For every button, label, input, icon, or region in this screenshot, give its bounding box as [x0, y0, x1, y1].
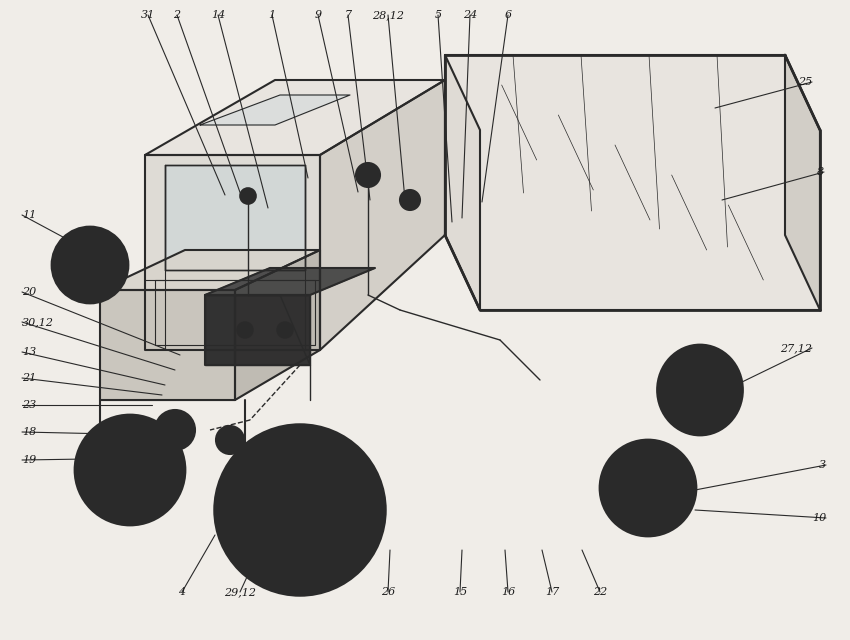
- Text: 9: 9: [314, 10, 321, 20]
- Polygon shape: [205, 295, 310, 365]
- Circle shape: [52, 227, 128, 303]
- Polygon shape: [785, 55, 820, 310]
- Polygon shape: [155, 280, 315, 345]
- Circle shape: [75, 415, 185, 525]
- Polygon shape: [320, 80, 445, 350]
- Text: 8: 8: [817, 167, 824, 177]
- Text: 27,12: 27,12: [780, 343, 812, 353]
- Text: 26: 26: [381, 587, 395, 597]
- Polygon shape: [235, 250, 320, 400]
- Circle shape: [252, 432, 288, 468]
- Circle shape: [400, 190, 420, 210]
- Circle shape: [356, 163, 380, 187]
- Circle shape: [163, 418, 187, 442]
- Text: 16: 16: [501, 587, 515, 597]
- Circle shape: [240, 188, 256, 204]
- Text: 4: 4: [178, 587, 185, 597]
- Text: 22: 22: [592, 587, 607, 597]
- Polygon shape: [145, 80, 445, 155]
- Text: 28,12: 28,12: [372, 10, 404, 20]
- Circle shape: [170, 425, 180, 435]
- Text: 31: 31: [141, 10, 156, 20]
- Polygon shape: [445, 55, 820, 310]
- Text: 20: 20: [22, 287, 37, 297]
- Circle shape: [78, 253, 102, 277]
- Text: 14: 14: [211, 10, 225, 20]
- Polygon shape: [205, 268, 375, 295]
- Polygon shape: [165, 165, 305, 270]
- Polygon shape: [100, 290, 235, 400]
- Circle shape: [613, 453, 683, 523]
- Circle shape: [600, 440, 696, 536]
- Text: 7: 7: [344, 10, 352, 20]
- Circle shape: [275, 485, 325, 535]
- Circle shape: [216, 426, 244, 454]
- Text: 15: 15: [453, 587, 468, 597]
- Polygon shape: [100, 250, 320, 290]
- Text: 21: 21: [22, 373, 37, 383]
- Text: 25: 25: [798, 77, 812, 87]
- Ellipse shape: [658, 345, 743, 435]
- Text: 3: 3: [819, 460, 826, 470]
- Text: 30,12: 30,12: [22, 317, 54, 327]
- Circle shape: [277, 322, 293, 338]
- Circle shape: [155, 410, 195, 450]
- Circle shape: [315, 440, 345, 470]
- Text: 29,12: 29,12: [224, 587, 256, 597]
- Text: 1: 1: [269, 10, 275, 20]
- Text: 18: 18: [22, 427, 37, 437]
- Circle shape: [658, 482, 670, 494]
- Text: 2: 2: [173, 10, 180, 20]
- Circle shape: [215, 425, 385, 595]
- Text: 6: 6: [504, 10, 512, 20]
- Circle shape: [642, 482, 654, 494]
- Polygon shape: [200, 95, 350, 125]
- Circle shape: [223, 433, 237, 447]
- Text: 17: 17: [545, 587, 559, 597]
- Text: 10: 10: [812, 513, 826, 523]
- Text: 5: 5: [434, 10, 441, 20]
- Circle shape: [626, 482, 638, 494]
- Text: 11: 11: [22, 210, 37, 220]
- Ellipse shape: [693, 383, 707, 397]
- Polygon shape: [445, 55, 480, 310]
- Polygon shape: [618, 478, 680, 498]
- Circle shape: [65, 240, 115, 290]
- Circle shape: [237, 322, 253, 338]
- Text: 13: 13: [22, 347, 37, 357]
- Circle shape: [288, 498, 312, 522]
- Text: 23: 23: [22, 400, 37, 410]
- Circle shape: [116, 456, 144, 484]
- Ellipse shape: [686, 375, 714, 405]
- Text: 24: 24: [463, 10, 477, 20]
- Text: 19: 19: [22, 455, 37, 465]
- Polygon shape: [145, 155, 320, 350]
